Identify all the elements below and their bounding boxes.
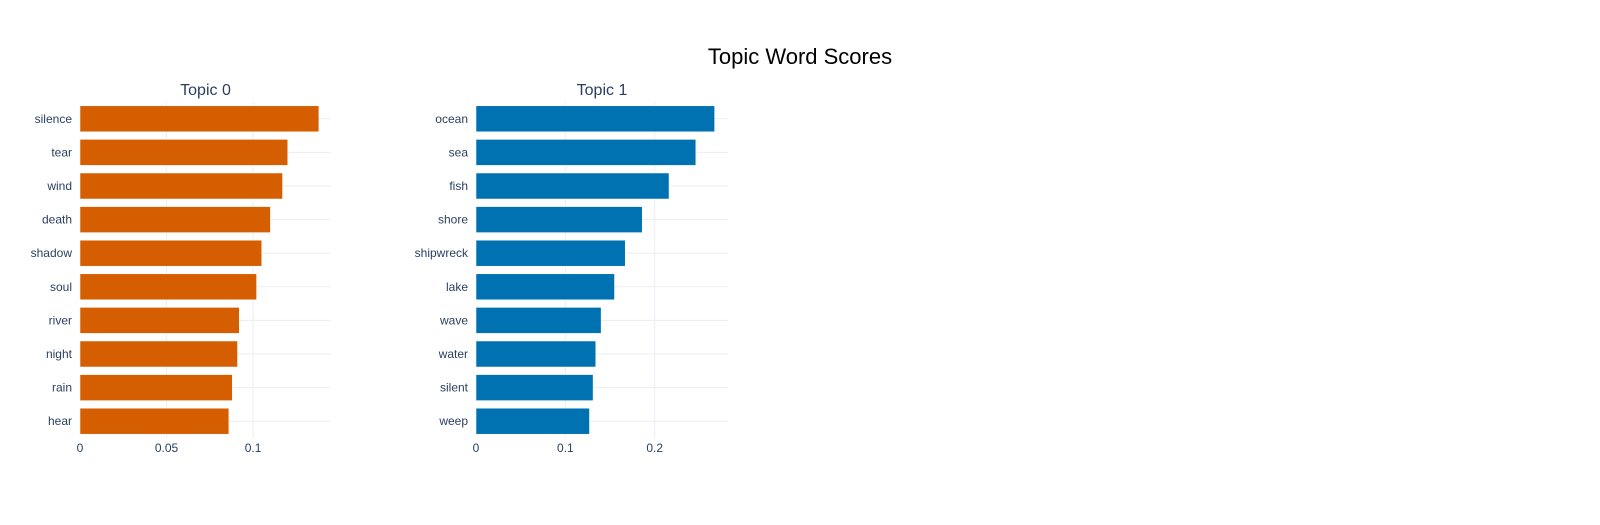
x-tick-label: 0.1 — [557, 441, 574, 455]
chart-title: Topic Word Scores — [708, 44, 892, 69]
bar-silence — [79, 105, 320, 133]
bar-river — [79, 307, 240, 334]
bar-shore — [475, 206, 643, 233]
x-tick-label: 0.2 — [646, 441, 663, 455]
x-tick-label: 0 — [77, 441, 84, 455]
bar-wave — [475, 307, 602, 334]
bar-silent — [475, 374, 594, 401]
bar-sea — [475, 139, 697, 166]
category-label: water — [438, 347, 468, 361]
category-label: tear — [51, 145, 72, 159]
bar-shipwreck — [475, 239, 626, 267]
category-label: rain — [52, 381, 72, 395]
subplot-topic-0: Topic 0 silence tear wind death shadow soul riv… — [31, 82, 331, 455]
x-tick-label: 0.1 — [245, 441, 262, 455]
category-label: wind — [46, 179, 72, 193]
bar-death — [79, 206, 271, 233]
bar-wind — [79, 172, 283, 200]
bar-ocean — [475, 105, 715, 133]
category-label: shadow — [31, 246, 73, 260]
category-label: silence — [35, 112, 73, 126]
category-label: sea — [449, 145, 469, 159]
bar-weep — [475, 407, 590, 435]
category-label: lake — [446, 280, 468, 294]
subplots: Topic 0 silence tear wind death shadow soul riv… — [31, 82, 728, 455]
category-label: death — [42, 213, 72, 227]
subplot-title: Topic 1 — [577, 82, 628, 99]
x-tick-label: 0.05 — [155, 441, 179, 455]
category-label: shipwreck — [415, 246, 469, 260]
category-label: hear — [48, 414, 72, 428]
subplot-topic-1: Topic 1 ocean sea fish shore shipwreck lake wav… — [415, 82, 728, 455]
category-label: fish — [449, 179, 468, 193]
bar-lake — [475, 273, 615, 301]
category-label: ocean — [435, 112, 468, 126]
bar-shadow — [79, 239, 263, 267]
bar-night — [79, 340, 238, 368]
category-label: river — [49, 313, 72, 327]
category-label: night — [46, 347, 73, 361]
x-tick-label: 0 — [473, 441, 480, 455]
category-label: soul — [50, 280, 72, 294]
subplot-title: Topic 0 — [180, 82, 231, 99]
bar-fish — [475, 172, 670, 200]
category-label: wave — [439, 313, 468, 327]
bar-soul — [79, 273, 257, 301]
bar-hear — [79, 407, 230, 435]
category-label: shore — [438, 213, 468, 227]
bar-water — [475, 340, 596, 368]
category-label: weep — [438, 414, 468, 428]
bar-tear — [79, 139, 288, 166]
bar-rain — [79, 374, 233, 401]
category-label: silent — [440, 381, 469, 395]
